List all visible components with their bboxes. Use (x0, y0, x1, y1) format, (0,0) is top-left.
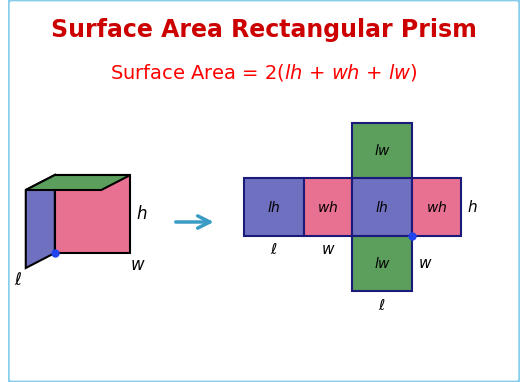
Text: $\ell$: $\ell$ (379, 298, 386, 312)
Text: $h$: $h$ (136, 205, 148, 223)
Text: $w$: $w$ (320, 243, 335, 257)
Bar (352, 236, 412, 291)
Polygon shape (26, 175, 130, 190)
Text: Surface Area = 2($\it{lh}$ + $\it{wh}$ + $\it{lw}$): Surface Area = 2($\it{lh}$ + $\it{wh}$ +… (110, 62, 418, 83)
Text: $wh$: $wh$ (317, 199, 338, 215)
Text: Surface Area Rectangular Prism: Surface Area Rectangular Prism (51, 18, 477, 42)
Bar (352, 178, 412, 236)
Text: $w$: $w$ (130, 256, 146, 274)
Text: $wh$: $wh$ (426, 199, 447, 215)
Bar (412, 178, 460, 236)
Text: $w$: $w$ (419, 256, 433, 271)
Text: $h$: $h$ (467, 199, 477, 215)
FancyBboxPatch shape (8, 0, 520, 382)
Text: $lh$: $lh$ (375, 199, 389, 215)
Polygon shape (55, 175, 130, 253)
Bar (304, 178, 352, 236)
Text: $\ell$: $\ell$ (14, 271, 22, 289)
Text: $\ell$: $\ell$ (270, 243, 278, 257)
Polygon shape (26, 175, 55, 268)
Text: $lh$: $lh$ (267, 199, 280, 215)
Bar (352, 123, 412, 178)
Bar (243, 178, 304, 236)
Text: $lw$: $lw$ (373, 256, 391, 271)
Text: $lw$: $lw$ (373, 143, 391, 158)
